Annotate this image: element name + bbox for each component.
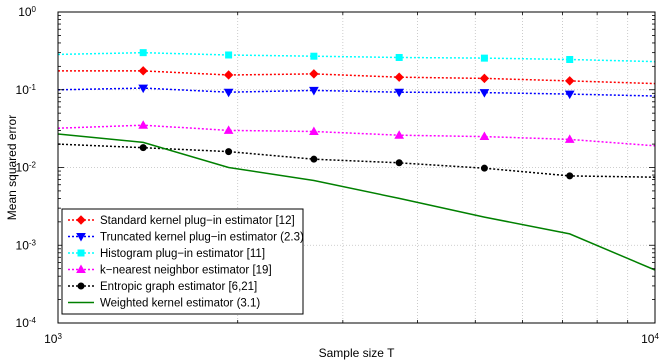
legend: Standard kernel plug−in estimator [12] Tr… [61,208,304,315]
axis-ticks: 10-4 10-3 10-2 10-1 100 103 104 [16,5,660,347]
data-point [309,86,319,96]
series-line [57,133,656,271]
data-point [479,89,490,98]
data-point [310,155,318,163]
y-tick-label: 10-2 [16,160,37,175]
y-tick-label: 10-4 [16,316,37,331]
legend-entry: Histogram plug−in estimator [11] [68,248,265,260]
data-point [564,90,575,100]
data-point [564,134,575,143]
legend-box [61,208,304,315]
y-tick-label: 10-1 [16,82,37,97]
y-axis-label: Mean squared error [5,115,19,220]
data-point [566,55,574,63]
data-point [139,144,147,152]
legend-entry: Entropic graph estimator [6,21] [68,281,257,293]
legend-label: k−nearest neighbor estimator [19] [100,265,272,277]
series-line [57,51,656,63]
y-tick-label: 10-3 [16,238,37,253]
y-tick-label: 100 [18,5,36,20]
legend-marker [77,249,85,257]
series-1 [58,66,656,86]
legend-label: Truncated kernel plug−in estimator (2.3) [100,232,304,244]
series-line [57,124,656,147]
x-tick-label: 103 [44,332,62,347]
data-point [395,53,403,61]
legend-marker [76,233,86,242]
x-tick-label: 104 [641,332,659,347]
data-point [138,84,149,94]
series-4 [57,120,656,147]
data-point [566,172,574,180]
legend-entry: Truncated kernel plug−in estimator (2.3) [68,232,304,244]
legend-label: Entropic graph estimator [6,21] [100,281,257,293]
legend-label: Histogram plug−in estimator [11] [100,248,265,260]
data-point [395,159,403,167]
data-point [139,49,147,57]
series-2 [57,84,656,100]
data-point [309,126,319,136]
series-line [57,87,656,97]
x-axis-label: Sample size T [319,346,395,360]
data-point [225,51,233,59]
data-point [479,73,490,84]
data-point [394,72,404,82]
plot-series [57,49,656,271]
legend-entry: Weighted kernel estimator (3.1) [68,298,260,310]
data-point [225,148,233,156]
legend-marker [76,264,86,273]
legend-marker [76,215,86,225]
data-point [394,88,405,98]
legend-label: Weighted kernel estimator (3.1) [100,298,260,310]
data-point [480,164,488,172]
data-point [309,69,319,79]
data-point [138,66,148,76]
data-point [223,88,234,98]
legend-entry: k−nearest neighbor estimator [19] [68,264,272,277]
data-point [479,131,490,141]
data-point [480,54,488,62]
series-5 [57,143,656,180]
data-point [138,120,149,129]
data-point [223,125,234,134]
series-6 [57,133,656,271]
legend-entry: Standard kernel plug−in estimator [12] [68,215,295,227]
series-line [58,70,656,85]
legend-marker [77,282,85,290]
data-point [394,130,405,139]
legend-label: Standard kernel plug−in estimator [12] [100,215,295,227]
series-3 [57,49,656,63]
data-point [223,70,234,80]
data-point [565,76,575,86]
series-line [57,143,656,178]
data-point [310,52,318,60]
